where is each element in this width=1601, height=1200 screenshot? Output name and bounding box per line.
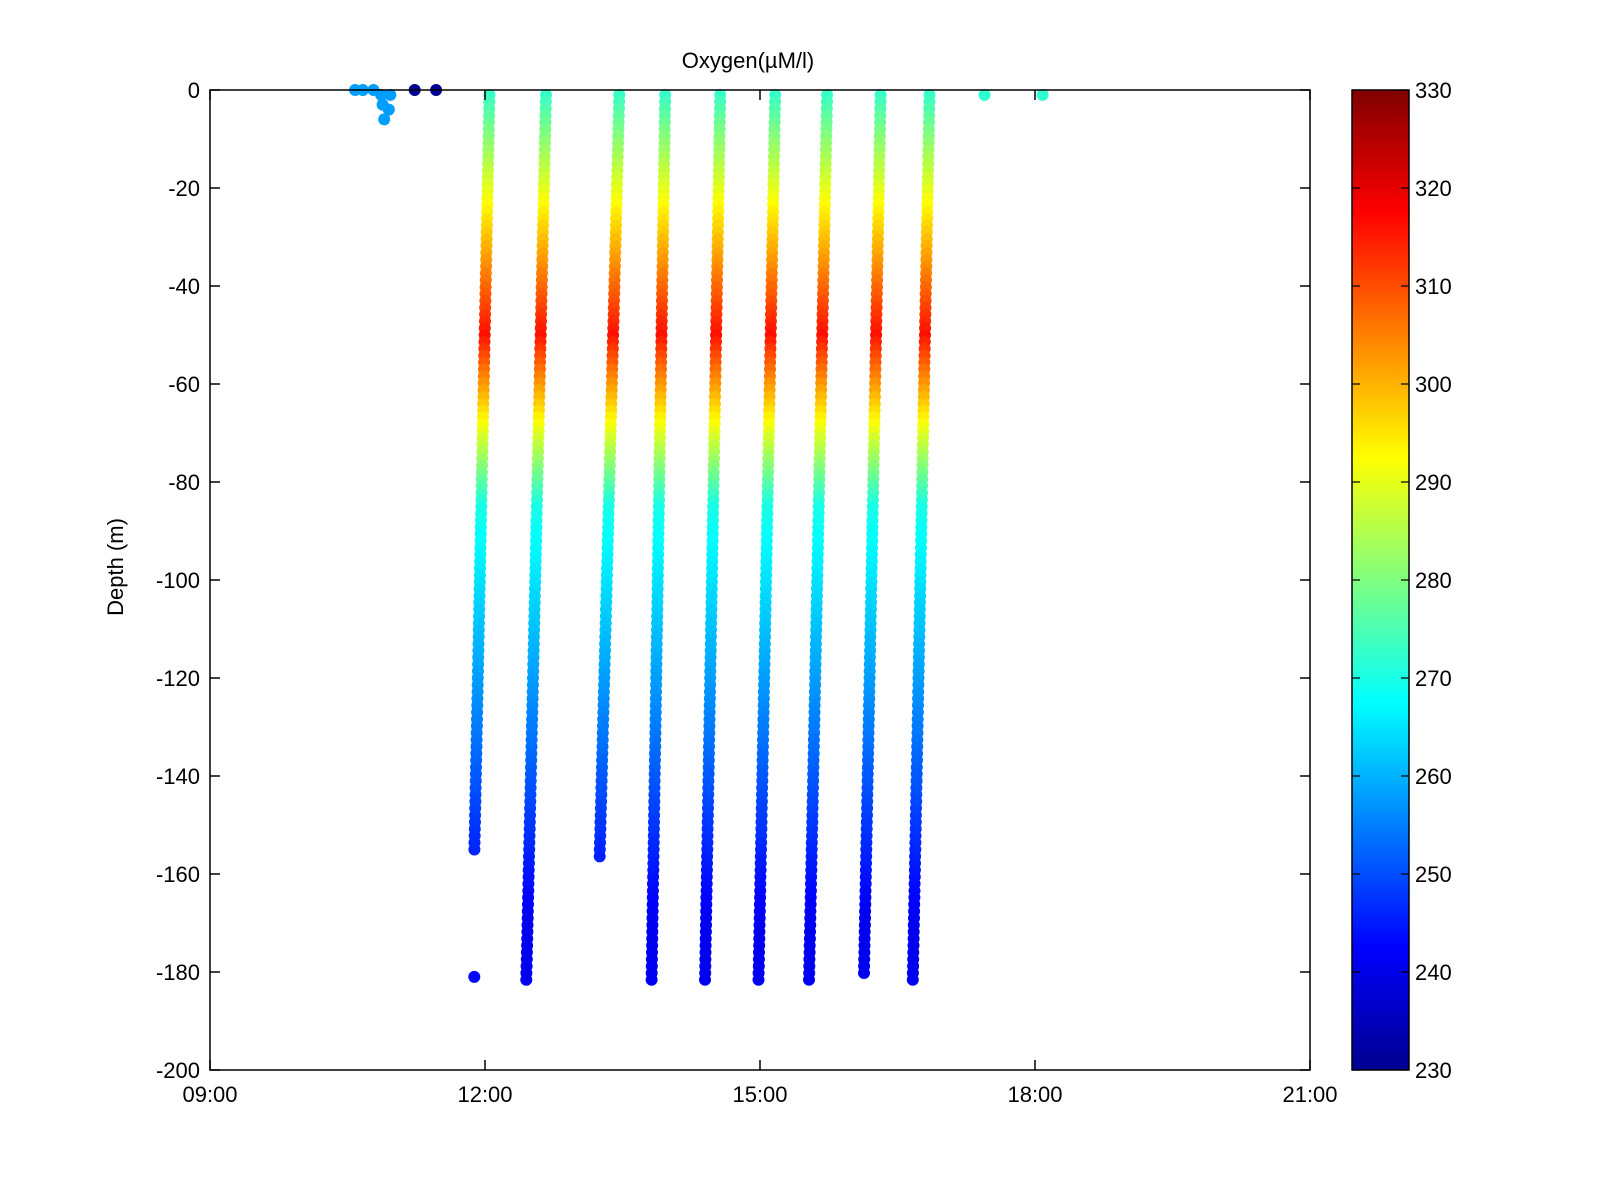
- data-point: [645, 973, 658, 986]
- colorbar-tick-label: 250: [1415, 862, 1452, 887]
- data-point: [468, 843, 481, 856]
- colorbar-tick-label: 330: [1415, 78, 1452, 103]
- x-tick-label: 18:00: [1007, 1082, 1062, 1107]
- x-tick-label: 15:00: [732, 1082, 787, 1107]
- data-point: [803, 973, 815, 986]
- y-tick-label: -20: [168, 176, 200, 201]
- colorbar-tick-label: 290: [1415, 470, 1452, 495]
- x-tick-label: 21:00: [1282, 1082, 1337, 1107]
- data-point: [520, 973, 533, 986]
- y-tick-label: -140: [156, 764, 200, 789]
- colorbar-tick-label: 300: [1415, 372, 1452, 397]
- colorbar: [1351, 89, 1410, 1071]
- data-point: [468, 970, 481, 983]
- y-tick-label: -80: [168, 470, 200, 495]
- colorbar-tick-label: 310: [1415, 274, 1452, 299]
- y-axis-label: Depth (m): [103, 518, 128, 616]
- data-point: [978, 88, 991, 101]
- data-point: [699, 973, 711, 986]
- data-point: [384, 88, 397, 101]
- y-tick-label: -160: [156, 862, 200, 887]
- colorbar-tick-label: 260: [1415, 764, 1452, 789]
- x-tick-label: 09:00: [182, 1082, 237, 1107]
- colorbar-tick-label: 240: [1415, 960, 1452, 985]
- data-point: [906, 973, 919, 986]
- colorbar-tick-label: 280: [1415, 568, 1452, 593]
- data-point: [752, 973, 765, 986]
- y-tick-label: 0: [188, 78, 200, 103]
- y-tick-label: -180: [156, 960, 200, 985]
- data-point: [593, 850, 606, 863]
- chart-title: Oxygen(µM/l): [682, 48, 814, 73]
- y-tick-label: -40: [168, 274, 200, 299]
- data-point: [375, 88, 388, 101]
- data-point: [858, 967, 870, 979]
- y-tick-label: -100: [156, 568, 200, 593]
- colorbar-ticks: 330 320 310 300 290 280 270 260 250 240 230: [1352, 78, 1452, 1083]
- y-tick-label: -120: [156, 666, 200, 691]
- y-axis: 0 -20 -40 -60 -80 -100 -120 -140 -160 -180 -200: [156, 78, 1310, 1083]
- colorbar-tick-label: 320: [1415, 176, 1452, 201]
- y-tick-label: -200: [156, 1058, 200, 1083]
- x-tick-label: 12:00: [457, 1082, 512, 1107]
- data-point: [378, 113, 391, 126]
- data-point: [382, 103, 395, 116]
- y-tick-label: -60: [168, 372, 200, 397]
- x-axis: 09:00 12:00 15:00 18:00 21:00: [182, 90, 1338, 1107]
- scatter-points: [349, 84, 1049, 986]
- colorbar-tick-label: 230: [1415, 1058, 1452, 1083]
- data-point: [1036, 88, 1049, 101]
- colorbar-tick-label: 270: [1415, 666, 1452, 691]
